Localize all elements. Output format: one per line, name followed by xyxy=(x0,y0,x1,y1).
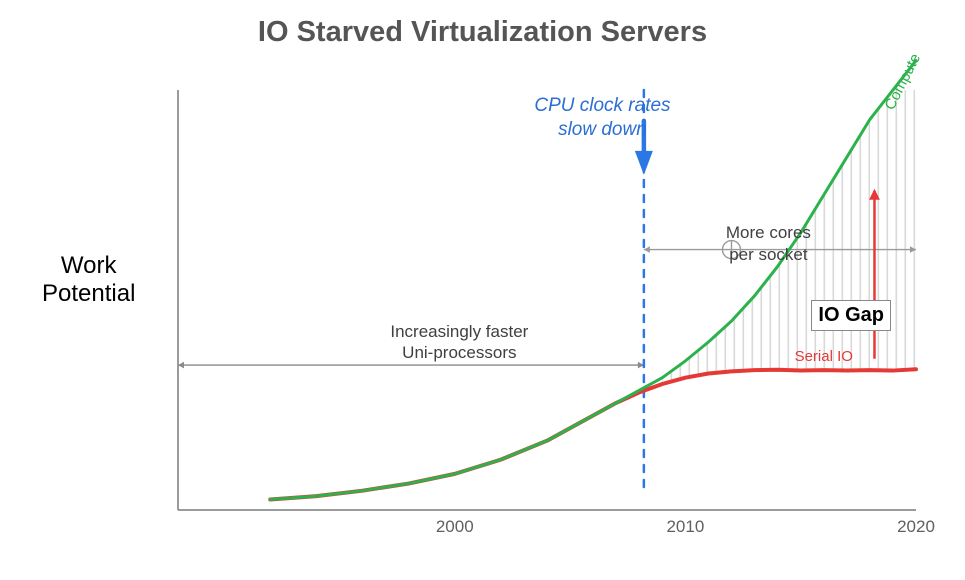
chart-svg: 200020102020ComputeSerial IO xyxy=(178,90,916,510)
io-gap-label: IO Gap xyxy=(811,300,891,331)
x-tick-label: 2000 xyxy=(436,517,474,536)
chart-area: 200020102020ComputeSerial IO CPU clock r… xyxy=(178,90,916,510)
uni-processors-label: Increasingly faster Uni-processors xyxy=(390,321,528,364)
y-axis-label: Work Potential xyxy=(42,252,135,308)
x-tick-label: 2020 xyxy=(897,517,935,536)
compute-label: Compute xyxy=(881,51,924,113)
serial-io-line xyxy=(270,369,916,499)
page-title: IO Starved Virtualization Servers xyxy=(0,16,965,49)
cpu-clock-label: CPU clock rates slow down xyxy=(534,94,670,142)
more-cores-label: More cores per socket xyxy=(726,222,811,265)
x-tick-label: 2010 xyxy=(666,517,704,536)
cpu-clock-divider xyxy=(635,90,653,493)
serial-io-label: Serial IO xyxy=(795,348,853,365)
